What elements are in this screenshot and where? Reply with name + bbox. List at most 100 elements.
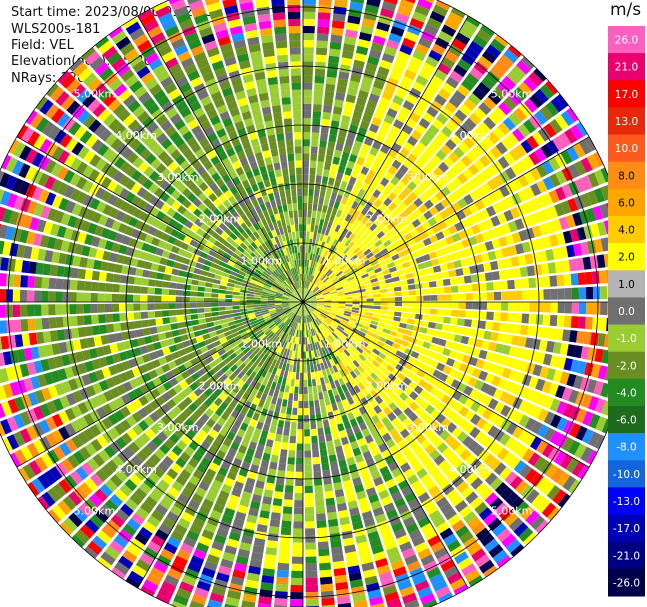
range-gate — [363, 517, 376, 528]
range-gate — [410, 351, 420, 359]
range-gate — [183, 386, 193, 396]
range-gate — [20, 319, 29, 332]
range-gate — [383, 377, 393, 387]
range-gate — [334, 178, 342, 188]
range-gate — [341, 331, 349, 338]
range-gate — [346, 22, 360, 32]
range-gate — [328, 335, 335, 342]
range-gate — [386, 131, 397, 142]
range-gate — [317, 298, 325, 301]
range-gate — [368, 493, 380, 504]
range-gate — [443, 286, 452, 294]
range-gate — [313, 246, 318, 254]
range-gate — [403, 69, 417, 81]
range-gate — [514, 218, 525, 230]
range-gate — [290, 577, 303, 586]
range-gate — [175, 289, 184, 296]
range-gate — [409, 228, 419, 238]
range-gate — [351, 585, 365, 596]
range-gate — [208, 485, 220, 496]
range-gate — [323, 346, 329, 354]
range-gate — [436, 496, 449, 509]
range-gate — [437, 62, 452, 75]
range-gate — [311, 435, 318, 444]
range-gate — [279, 413, 286, 421]
range-gate — [278, 361, 284, 370]
range-gate — [483, 330, 492, 340]
range-gate — [110, 474, 123, 488]
range-gate — [365, 210, 374, 219]
range-gate — [321, 226, 327, 235]
range-gate — [351, 66, 364, 76]
range-gate — [594, 169, 606, 185]
range-gate — [529, 302, 537, 312]
range-gate — [157, 264, 166, 273]
range-gate — [352, 424, 361, 434]
range-gate — [478, 242, 488, 253]
range-gate — [134, 468, 147, 481]
range-gate — [325, 497, 336, 506]
range-gate — [398, 130, 410, 141]
range-gate — [437, 294, 445, 301]
range-gate — [305, 591, 319, 600]
range-gate — [273, 491, 283, 500]
range-gate — [324, 490, 334, 499]
range-gate — [417, 548, 432, 560]
range-gate — [352, 302, 360, 305]
range-gate — [28, 460, 42, 476]
range-gate — [406, 278, 415, 285]
range-gate — [451, 475, 465, 488]
range-gate — [211, 540, 225, 552]
range-gate — [404, 450, 416, 462]
range-gate — [509, 148, 522, 162]
range-gate — [336, 401, 344, 410]
range-gate — [357, 365, 365, 373]
range-gate — [421, 221, 432, 230]
range-gate — [267, 533, 279, 542]
range-gate — [341, 530, 353, 540]
range-gate — [209, 383, 218, 393]
range-gate — [480, 382, 491, 394]
range-gate — [303, 195, 308, 203]
range-gate — [270, 313, 278, 319]
range-gate — [403, 196, 413, 207]
range-gate — [55, 462, 69, 477]
range-gate — [495, 343, 504, 354]
range-gate — [237, 325, 245, 331]
range-gate — [233, 315, 242, 321]
range-gate — [221, 483, 232, 494]
range-gate — [445, 138, 457, 151]
range-gate — [486, 44, 502, 59]
range-gate — [556, 401, 568, 415]
range-gate — [370, 470, 381, 480]
range-gate — [215, 369, 225, 378]
range-gate — [375, 513, 387, 524]
range-gate — [336, 588, 350, 598]
range-gate — [411, 331, 420, 339]
range-gate — [332, 256, 339, 264]
range-gate — [344, 271, 352, 277]
range-gate — [228, 583, 243, 593]
range-gate — [188, 402, 198, 413]
range-gate — [474, 199, 486, 211]
range-gate — [254, 382, 262, 391]
range-gate — [234, 403, 243, 413]
range-gate — [358, 288, 366, 293]
range-gate — [261, 353, 269, 362]
range-gate — [309, 296, 317, 300]
range-gate — [508, 91, 523, 106]
range-gate — [170, 530, 185, 542]
range-gate — [105, 377, 116, 389]
range-gate — [457, 185, 469, 197]
range-gate — [246, 296, 254, 300]
range-gate — [539, 366, 550, 379]
range-gate — [104, 293, 112, 302]
range-gate — [496, 555, 511, 568]
range-gate — [323, 296, 331, 299]
range-gate — [151, 535, 165, 548]
range-gate — [266, 540, 278, 549]
range-gate — [264, 329, 272, 336]
range-gate — [149, 271, 158, 279]
range-gate — [542, 176, 555, 191]
range-gate — [347, 565, 361, 575]
